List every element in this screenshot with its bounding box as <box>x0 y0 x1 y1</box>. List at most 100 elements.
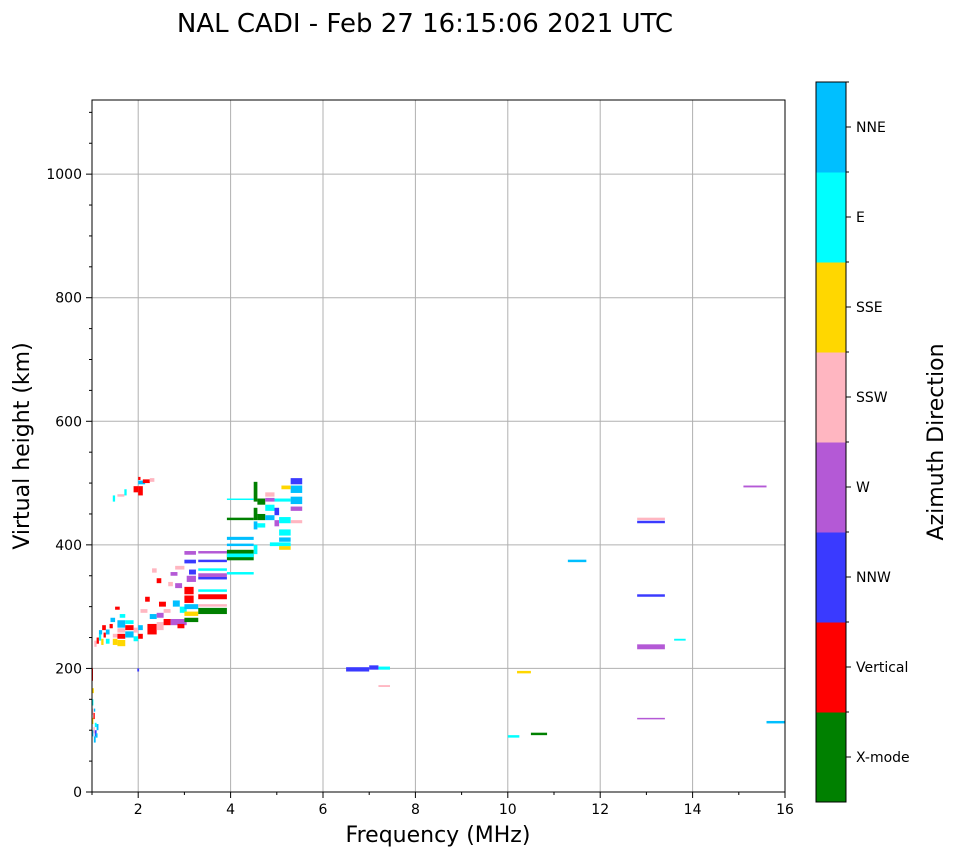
data-point-e <box>226 553 254 558</box>
data-point-x-mode <box>257 498 266 505</box>
y-axis: 0 200 400 600 800 1000 <box>46 111 92 801</box>
data-point-e <box>265 504 275 511</box>
data-point-e <box>274 498 291 502</box>
data-point-ssw <box>117 628 126 633</box>
data-point-nnw <box>274 507 280 516</box>
data-point-ssw <box>92 708 94 715</box>
data-point-nne <box>567 559 587 563</box>
data-point-w <box>156 612 164 618</box>
data-point-nne <box>226 543 254 547</box>
data-point-vertical <box>115 606 120 610</box>
data-point-e <box>112 495 116 502</box>
x-tick-label: 8 <box>411 802 420 818</box>
data-point-nne <box>290 496 303 505</box>
y-tick-label: 200 <box>55 661 82 677</box>
data-point-vertical <box>103 632 106 638</box>
data-point-ssw <box>163 609 171 613</box>
data-point-nne <box>92 730 94 737</box>
data-point-nnw <box>137 668 140 672</box>
data-points <box>92 476 785 743</box>
data-point-w <box>198 573 227 577</box>
data-point-vertical <box>163 619 171 626</box>
data-point-vertical <box>138 486 143 496</box>
data-point-nnw <box>346 667 370 672</box>
colorbar-label-ssw: SSW <box>856 390 888 406</box>
colorbar-label-nnw: NNW <box>856 570 891 586</box>
data-point-ssw <box>149 478 155 482</box>
data-point-w <box>290 506 303 511</box>
data-point-nnw <box>198 559 227 563</box>
data-point-nne <box>98 630 103 635</box>
data-point-ssw <box>112 633 118 638</box>
data-point-ssw <box>140 609 148 613</box>
x-tick-label: 16 <box>776 802 794 818</box>
colorbar-swatch-vertical <box>816 622 846 713</box>
data-point-w <box>265 497 275 502</box>
y-tick-label: 800 <box>55 291 82 307</box>
x-tick-label: 12 <box>591 802 609 818</box>
chart-title: NAL CADI - Feb 27 16:15:06 2021 UTC <box>177 9 673 39</box>
data-point-ssw <box>133 627 139 633</box>
data-point-e <box>105 638 110 644</box>
data-point-nnw <box>184 559 196 564</box>
data-point-nne <box>96 724 99 731</box>
x-tick-label: 10 <box>499 802 517 818</box>
plot-frame <box>91 99 786 793</box>
data-point-e <box>92 699 94 706</box>
data-point-sse <box>281 485 291 490</box>
y-tick-label: 0 <box>73 785 82 801</box>
data-point-ssw <box>290 520 303 524</box>
data-point-nnw <box>637 594 665 597</box>
data-point-ssw <box>117 494 125 497</box>
data-point-sse <box>184 611 199 616</box>
data-point-nne <box>149 614 157 619</box>
data-point-e <box>269 542 291 547</box>
data-point-w <box>184 551 196 555</box>
data-point-ssw <box>198 604 227 607</box>
data-point-e <box>226 498 254 501</box>
data-point-e <box>198 589 227 592</box>
data-point-vertical <box>102 625 106 631</box>
data-point-w <box>637 717 665 720</box>
data-point-nne <box>117 620 126 628</box>
data-point-w <box>274 520 280 527</box>
data-point-x-mode <box>226 549 254 555</box>
data-point-vertical <box>147 623 157 635</box>
data-point-nne <box>253 521 258 530</box>
data-point-vertical <box>109 623 113 629</box>
data-point-vertical <box>133 486 139 493</box>
colorbar-swatch-nnw <box>816 532 846 623</box>
colorbar-label-sse: SSE <box>856 300 883 316</box>
data-point-vertical <box>184 595 194 603</box>
data-point-e <box>179 606 187 613</box>
y-axis-label: Virtual height (km) <box>10 342 35 549</box>
data-point-w <box>637 644 665 650</box>
data-point-ssw <box>152 568 157 573</box>
data-point-nnw <box>189 569 196 575</box>
data-point-nne <box>279 537 291 542</box>
data-point-e <box>226 572 254 575</box>
data-point-sse <box>517 670 531 674</box>
data-point-e <box>198 568 227 571</box>
data-point-w <box>743 485 767 488</box>
data-point-nne <box>290 485 303 493</box>
data-point-e <box>253 544 258 555</box>
data-point-e <box>98 634 102 641</box>
data-point-x-mode <box>226 517 254 521</box>
data-point-ssw <box>265 492 275 497</box>
data-point-vertical <box>138 476 141 480</box>
data-point-ssw <box>168 581 173 587</box>
data-point-nnw <box>369 665 379 670</box>
data-point-vertical <box>184 586 194 595</box>
data-point-ssw <box>156 622 164 631</box>
data-point-vertical <box>138 633 143 639</box>
data-point-e <box>378 666 390 670</box>
colorbar: X-mode Vertical NNW W SSW SSE E NNE <box>815 81 910 803</box>
colorbar-swatch-x-mode <box>816 712 846 803</box>
data-point-nne <box>95 733 98 738</box>
data-point-e <box>257 523 266 528</box>
data-point-vertical <box>142 479 150 484</box>
data-point-w <box>170 619 187 626</box>
x-axis-label: Frequency (MHz) <box>346 823 531 848</box>
